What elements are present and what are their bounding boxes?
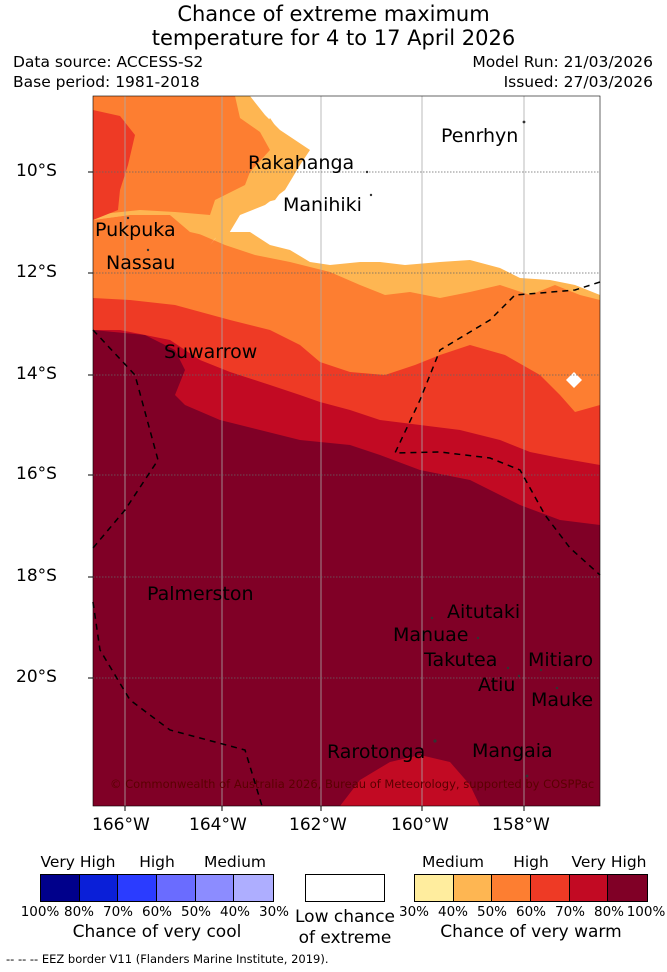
cool-caption: Chance of very cool xyxy=(72,922,242,942)
label-aitutaki: Aitutaki xyxy=(447,601,521,623)
copyright-notice: © Commonwealth of Australia 2026, Bureau… xyxy=(110,777,595,791)
warm-label-40: 40% xyxy=(437,904,469,920)
cool-label-100: 100% xyxy=(20,904,60,920)
manuae-marker xyxy=(476,636,480,640)
label-mangaia: Mangaia xyxy=(472,740,553,762)
cool-colorbar xyxy=(40,874,274,902)
zone-low-chance xyxy=(93,96,600,295)
warm-cat-very-high: Very High xyxy=(571,853,647,871)
cool-cat-very-high: Very High xyxy=(40,853,116,871)
lat-grid-lines xyxy=(93,171,600,679)
mauke-marker xyxy=(555,686,559,690)
pukapuka-marker xyxy=(126,216,130,220)
zone-50-60-nw xyxy=(93,96,270,215)
low-caption-line2: of extreme xyxy=(298,928,392,948)
warm-label-60: 60% xyxy=(515,904,547,920)
takutea-marker xyxy=(506,666,510,670)
low-chance-swatch xyxy=(305,874,385,902)
cool-label-50: 50% xyxy=(180,904,212,920)
warm-cat-high: High xyxy=(513,853,549,871)
map-title-line1: Chance of extreme maximum xyxy=(177,2,490,26)
issued-date: Issued: 27/03/2026 xyxy=(503,73,653,91)
lon-label-164w: 164°W xyxy=(189,815,247,835)
label-mitiaro: Mitiaro xyxy=(528,649,594,671)
lon-label-160w: 160°W xyxy=(391,815,449,835)
warm-caption: Chance of very warm xyxy=(440,922,622,942)
rakahanga-marker xyxy=(365,170,369,174)
eez-border xyxy=(92,281,601,807)
lat-label-14s: 14°S xyxy=(16,364,57,384)
warm-swatch-4 xyxy=(569,875,609,901)
cool-swatch-2 xyxy=(118,875,157,901)
warm-colorbar xyxy=(414,874,648,902)
label-atiu: Atiu xyxy=(478,674,516,696)
warm-swatch-5 xyxy=(608,875,647,901)
warm-swatch-0 xyxy=(415,875,454,901)
label-rarotonga: Rarotonga xyxy=(327,741,426,763)
cool-swatch-1 xyxy=(79,875,119,901)
cool-label-70: 70% xyxy=(102,904,134,920)
label-mauke: Mauke xyxy=(531,689,594,711)
atiu-marker xyxy=(517,674,521,678)
model-run: Model Run: 21/03/2026 xyxy=(472,53,653,71)
mangaia-marker xyxy=(525,774,529,778)
warm-label-50: 50% xyxy=(476,904,508,920)
warm-cat-medium: Medium xyxy=(422,853,484,871)
label-palmerston: Palmerston xyxy=(147,583,254,605)
label-manuae: Manuae xyxy=(393,624,469,646)
cool-swatch-5 xyxy=(234,875,273,901)
warm-swatch-3 xyxy=(531,875,570,901)
mitiaro-marker xyxy=(539,668,543,672)
lat-label-20s: 20°S xyxy=(16,667,57,687)
cool-cat-medium: Medium xyxy=(204,853,266,871)
zone-60-70-nw xyxy=(93,110,135,220)
data-source: Data source: ACCESS-S2 xyxy=(13,53,204,71)
lat-label-16s: 16°S xyxy=(16,464,57,484)
low-chance-spot xyxy=(566,372,582,388)
lat-label-10s: 10°S xyxy=(16,161,57,181)
cool-swatch-3 xyxy=(157,875,196,901)
zone-70-80-south xyxy=(340,755,480,806)
lat-label-18s: 18°S xyxy=(16,566,57,586)
base-period: Base period: 1981-2018 xyxy=(13,73,200,91)
lon-label-158w: 158°W xyxy=(492,815,550,835)
cool-label-80: 80% xyxy=(63,904,95,920)
manihiki-marker xyxy=(369,193,373,197)
eez-footnote: -- -- -- EEZ border V11 (Flanders Marine… xyxy=(6,952,329,966)
rarotonga-marker xyxy=(433,739,437,743)
cool-swatch-4 xyxy=(195,875,235,901)
warm-swatch-1 xyxy=(453,875,493,901)
low-caption-line1: Low chance xyxy=(295,907,395,927)
lat-label-12s: 12°S xyxy=(16,262,57,282)
cool-cat-high: High xyxy=(139,853,175,871)
nassau-marker xyxy=(146,248,150,252)
cool-label-40: 40% xyxy=(219,904,251,920)
lon-label-162w: 162°W xyxy=(289,815,347,835)
cool-label-60: 60% xyxy=(141,904,173,920)
label-penrhyn: Penrhyn xyxy=(441,125,519,147)
cool-label-30: 30% xyxy=(258,904,290,920)
label-takutea: Takutea xyxy=(424,649,498,671)
lon-label-166w: 166°W xyxy=(92,815,150,835)
label-nassau: Nassau xyxy=(106,252,176,274)
cool-swatch-0 xyxy=(41,875,80,901)
island-markers xyxy=(126,120,559,778)
map-frame xyxy=(92,95,601,807)
penrhyn-marker xyxy=(522,120,526,124)
warm-swatch-2 xyxy=(492,875,531,901)
warm-label-80: 80% xyxy=(593,904,625,920)
label-rakahanga: Rakahanga xyxy=(248,152,355,174)
axis-ticks xyxy=(88,171,525,811)
warm-label-70: 70% xyxy=(554,904,586,920)
warm-label-100: 100% xyxy=(626,904,666,920)
label-manihiki: Manihiki xyxy=(283,194,362,216)
map-title-line2: temperature for 4 to 17 April 2026 xyxy=(151,26,516,50)
warm-label-30: 30% xyxy=(398,904,430,920)
label-pukapuka: Pukpuka xyxy=(95,219,176,241)
label-suwarrow: Suwarrow xyxy=(164,341,258,363)
grid-lines xyxy=(124,96,525,806)
aitutaki-marker xyxy=(430,616,434,620)
